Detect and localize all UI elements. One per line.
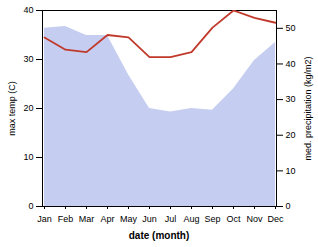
svg-text:Oct: Oct xyxy=(226,214,241,224)
svg-text:50: 50 xyxy=(286,23,296,33)
svg-text:10: 10 xyxy=(23,152,33,162)
svg-text:0: 0 xyxy=(286,201,291,211)
svg-text:Jan: Jan xyxy=(37,214,52,224)
svg-text:Dec: Dec xyxy=(267,214,284,224)
svg-text:0: 0 xyxy=(28,201,33,211)
svg-text:May: May xyxy=(120,214,138,224)
svg-text:10: 10 xyxy=(286,166,296,176)
svg-text:40: 40 xyxy=(23,5,33,15)
svg-text:Aug: Aug xyxy=(183,214,199,224)
svg-text:Feb: Feb xyxy=(58,214,74,224)
svg-text:Nov: Nov xyxy=(246,214,263,224)
html-text:date (month): date (month) xyxy=(128,230,190,241)
svg-text:Sep: Sep xyxy=(204,214,220,224)
svg-text:30: 30 xyxy=(23,54,33,64)
svg-text:med. precipitation (kg/m2): med. precipitation (kg/m2) xyxy=(303,56,313,160)
svg-text:Jul: Jul xyxy=(165,214,177,224)
svg-text:20: 20 xyxy=(23,103,33,113)
svg-text:Jun: Jun xyxy=(142,214,157,224)
svg-text:Mar: Mar xyxy=(79,214,95,224)
svg-text:20: 20 xyxy=(286,130,296,140)
svg-text:40: 40 xyxy=(286,59,296,69)
svg-text:30: 30 xyxy=(286,94,296,104)
svg-text:max temp (C): max temp (C) xyxy=(7,81,17,136)
svg-text:Apr: Apr xyxy=(100,214,114,224)
